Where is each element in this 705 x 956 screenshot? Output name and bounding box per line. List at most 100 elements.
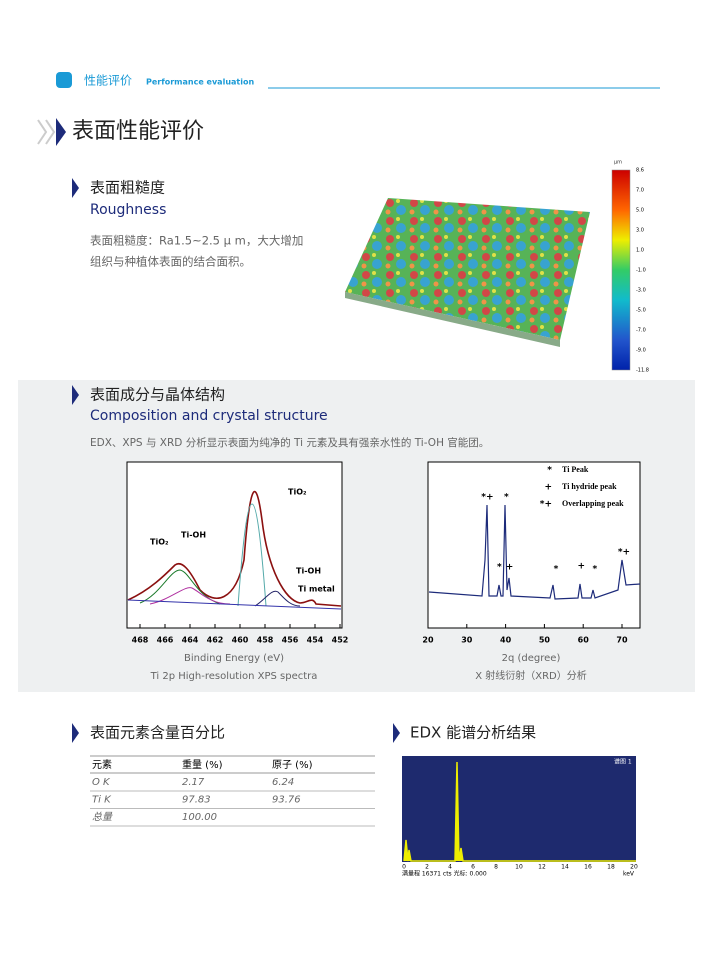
x-tick-label: 458	[257, 636, 274, 645]
chevron	[393, 723, 400, 743]
chevron	[72, 723, 79, 743]
xps-fit	[254, 590, 301, 607]
x-tick-label: 0	[402, 864, 406, 871]
subsection-title: 表面成分与晶体结构	[90, 386, 225, 404]
subsection-title: EDX 能谱分析结果	[410, 724, 536, 742]
colorbar-unit: μm	[614, 160, 622, 166]
x-tick-label: 8	[494, 864, 498, 871]
peak-marker: *	[554, 565, 559, 575]
table-cell: 2.17	[182, 777, 205, 788]
xps-frame	[126, 461, 343, 629]
edx-footer: 满量程 16371 cts 光标: 0.000	[402, 870, 487, 878]
colorbar-tick: -1.0	[636, 268, 646, 274]
x-tick-label: 30	[461, 636, 473, 645]
x-tick-label: 10	[515, 864, 523, 871]
colorbar-tick: -5.0	[636, 308, 646, 314]
peak-marker: +	[577, 562, 585, 572]
chevron	[72, 178, 79, 198]
x-tick-label: 16	[584, 864, 592, 871]
x-tick-label: 60	[578, 636, 590, 645]
x-tick-label: 460	[232, 636, 249, 645]
table-cell: 93.76	[272, 795, 301, 806]
peak-marker: *+	[618, 548, 630, 558]
peak-marker: +	[506, 563, 514, 573]
colorbar-tick: 1.0	[636, 248, 644, 254]
table-cell: Ti K	[92, 795, 112, 806]
annotation: Ti metal	[298, 585, 335, 594]
colorbar-tick: 5.0	[636, 208, 644, 214]
header-title: 性能评价	[84, 74, 132, 88]
peak-marker: *	[497, 563, 502, 573]
xps-fit	[149, 587, 231, 605]
x-tick-label: 50	[539, 636, 551, 645]
surface-image	[345, 198, 590, 340]
table-cell: 97.83	[182, 795, 211, 806]
x-tick-label: 6	[471, 864, 475, 871]
x-tick-label: 20	[422, 636, 434, 645]
annotation: TiO₂	[288, 488, 307, 497]
x-tick-label: 464	[182, 636, 199, 645]
table-header: 元素	[92, 758, 112, 771]
x-tick-label: 4	[448, 864, 452, 871]
table-header: 原子 (%)	[272, 759, 313, 771]
x-tick-label: 454	[307, 636, 324, 645]
x-tick-label: 468	[132, 636, 149, 645]
header-icon	[56, 72, 72, 88]
legend-label: Ti Peak	[562, 465, 589, 474]
body-text: 表面粗糙度：Ra1.5~2.5 μ m，大大增加	[90, 234, 303, 248]
annotation: Ti-OH	[296, 567, 321, 576]
x-tick-label: 12	[538, 864, 546, 871]
colorbar-tick: 7.0	[636, 188, 644, 194]
xps-baseline	[127, 599, 342, 610]
edx-unit: keV	[623, 871, 635, 878]
xrd-curve	[428, 504, 641, 600]
colorbar-tick: 8.6	[636, 168, 644, 174]
subsection-title: 表面粗糙度	[90, 179, 165, 197]
legend-label: Overlapping peak	[562, 499, 624, 508]
colorbar-tick: -9.0	[636, 348, 646, 354]
x-tick-label: 20	[630, 864, 638, 871]
edx-plot	[402, 756, 636, 862]
chevron	[37, 119, 56, 145]
table-cell: O K	[92, 777, 111, 788]
legend-symbol: +	[544, 483, 552, 493]
subsection-title: 表面元素含量百分比	[90, 724, 225, 742]
peak-marker: *+	[481, 493, 493, 503]
edx-spectrum	[403, 761, 636, 862]
caption: X 射线衍射（XRD）分析	[475, 669, 587, 682]
x-tick-label: 18	[607, 864, 615, 871]
header-subtitle: Performance evaluation	[146, 78, 254, 87]
x-tick-label: 2	[425, 864, 429, 871]
colorbar-tick: -11.8	[636, 368, 649, 374]
body-text: 组织与种植体表面的结合面积。	[90, 255, 251, 269]
subsection-subtitle: Roughness	[90, 202, 166, 218]
table-cell: 6.24	[272, 777, 294, 788]
peak-marker: *	[504, 493, 509, 503]
colorbar-tick: -7.0	[636, 328, 646, 334]
caption: Ti 2p High-resolution XPS spectra	[150, 671, 318, 682]
x-tick-label: 70	[616, 636, 628, 645]
x-tick-label: 456	[282, 636, 299, 645]
body-text: EDX、XPS 与 XRD 分析显示表面为纯净的 Ti 元素及具有强亲水性的 T…	[90, 436, 489, 449]
legend-symbol: *	[547, 466, 552, 476]
section-title: 表面性能评价	[72, 119, 204, 144]
xps-curve	[127, 490, 342, 607]
xps-fit	[139, 569, 221, 605]
table-cell: 100.00	[182, 812, 217, 823]
x-tick-label: 466	[157, 636, 174, 645]
peak-marker: *	[592, 565, 597, 575]
chevron	[56, 118, 66, 146]
xps-fit	[237, 503, 267, 607]
table-cell: 总量	[92, 811, 113, 823]
colorbar-tick: -3.0	[636, 288, 646, 294]
edx-label: 谱图 1	[614, 758, 632, 766]
legend-symbol: *+	[540, 500, 552, 510]
legend-label: Ti hydride peak	[562, 482, 617, 491]
colorbar-tick: 3.0	[636, 228, 644, 234]
surface-edge	[345, 292, 560, 347]
annotation: TiO₂	[150, 538, 169, 547]
colorbar	[611, 169, 631, 371]
axis-label: Binding Energy (eV)	[184, 653, 284, 664]
